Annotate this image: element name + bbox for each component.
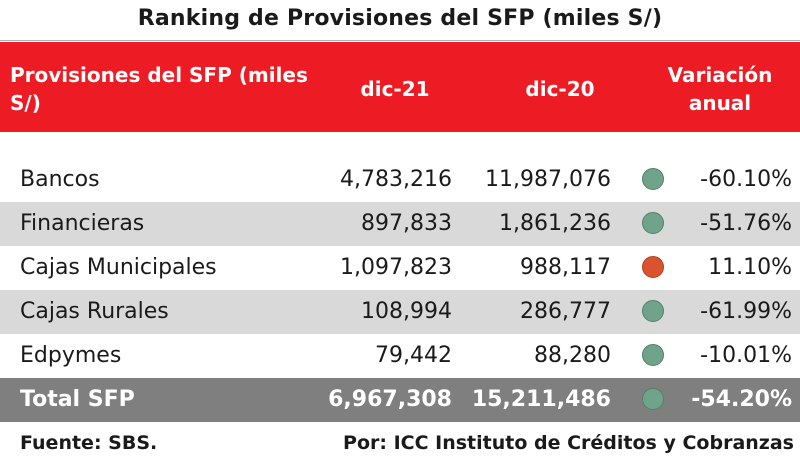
row-label: Edpymes	[20, 343, 122, 368]
header-dic20: dic-20	[525, 77, 595, 101]
total-row: Total SFP 6,967,308 15,211,486 -54.20%	[0, 378, 800, 422]
row-dic21: 79,442	[375, 343, 452, 368]
indicator-dot-icon	[642, 168, 664, 190]
title-divider	[0, 40, 800, 41]
row-dic20: 11,987,076	[485, 167, 611, 192]
indicator-dot-icon	[642, 388, 664, 410]
row-variation: -10.01%	[700, 343, 792, 368]
table-row: Cajas Rurales 108,994 286,777 -61.99%	[0, 290, 800, 334]
header-label: Provisiones del SFP (miles S/)	[10, 63, 308, 115]
author-note: Por: ICC Instituto de Créditos y Cobranz…	[343, 432, 794, 454]
indicator-dot-icon	[642, 300, 664, 322]
row-label: Bancos	[20, 167, 100, 192]
total-dic20: 15,211,486	[471, 387, 611, 412]
row-variation: -61.99%	[700, 299, 792, 324]
row-dic21: 108,994	[361, 299, 452, 324]
row-dic21: 4,783,216	[340, 167, 452, 192]
header-variacion: Variación anual	[667, 63, 773, 115]
table-row: Bancos 4,783,216 11,987,076 -60.10%	[0, 158, 800, 202]
row-variation: -60.10%	[700, 167, 792, 192]
total-label: Total SFP	[20, 387, 135, 412]
row-dic20: 88,280	[534, 343, 611, 368]
row-dic21: 897,833	[361, 211, 452, 236]
header-dic21: dic-21	[360, 77, 430, 101]
row-label: Cajas Rurales	[20, 299, 169, 324]
table-row: Cajas Municipales 1,097,823 988,117 11.1…	[0, 246, 800, 290]
total-variation: -54.20%	[691, 387, 792, 412]
row-variation: 11.10%	[708, 255, 792, 280]
table-title: Ranking de Provisiones del SFP (miles S/…	[137, 6, 663, 31]
indicator-dot-icon	[642, 212, 664, 234]
row-label: Cajas Municipales	[20, 255, 217, 280]
row-dic21: 1,097,823	[340, 255, 452, 280]
row-dic20: 988,117	[520, 255, 611, 280]
source-note: Fuente: SBS.	[20, 432, 158, 454]
table-row: Financieras 897,833 1,861,236 -51.76%	[0, 202, 800, 246]
row-variation: -51.76%	[700, 211, 792, 236]
row-dic20: 1,861,236	[499, 211, 611, 236]
indicator-dot-icon	[642, 344, 664, 366]
table-header: Provisiones del SFP (miles S/) dic-21 di…	[0, 42, 800, 132]
table-row: Edpymes 79,442 88,280 -10.01%	[0, 334, 800, 378]
row-dic20: 286,777	[520, 299, 611, 324]
indicator-dot-icon	[642, 256, 664, 278]
total-dic21: 6,967,308	[328, 387, 452, 412]
row-label: Financieras	[20, 211, 145, 236]
